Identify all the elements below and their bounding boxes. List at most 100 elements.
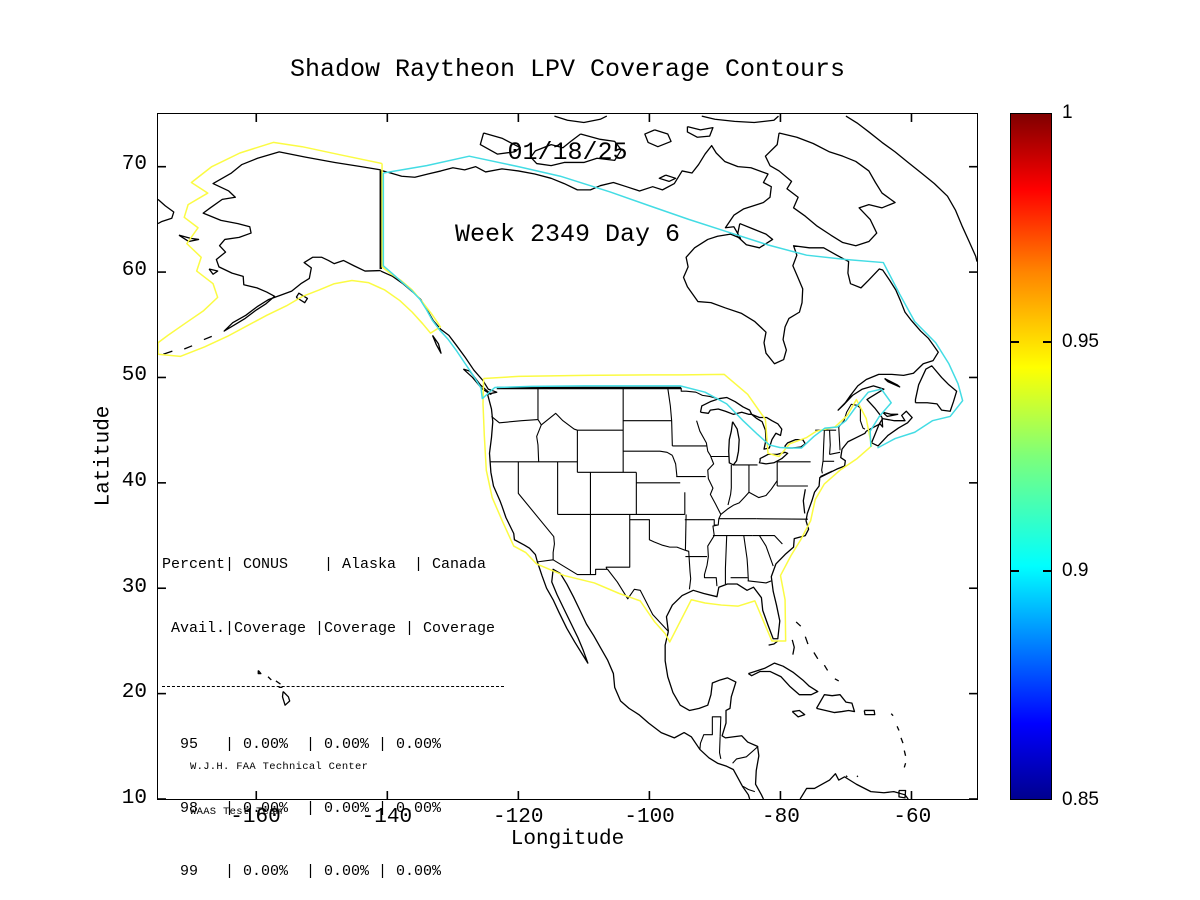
- coastline: [644, 129, 672, 148]
- y-tick-label: 60: [121, 258, 147, 282]
- political-border: [758, 535, 774, 567]
- coverage-contour-0.9: [382, 173, 892, 449]
- coverage-table-header: Percent| CONUS | Alaska | Canada: [162, 556, 487, 574]
- map-svg: [158, 114, 977, 799]
- y-tick-label: 20: [121, 681, 147, 705]
- colorbar-tick-mark: [1043, 341, 1051, 343]
- coverage-table-row: 98 | 0.00% | 0.00% | 0.00%: [162, 799, 442, 817]
- coastline: [554, 115, 608, 124]
- political-border: [680, 387, 718, 400]
- political-border: [718, 736, 722, 760]
- x-tick-label: -80: [762, 806, 800, 829]
- title-line-2: 01/18/25: [507, 137, 628, 167]
- coverage-table: Percent| CONUS | Alaska | Canada Avail.|…: [162, 512, 504, 900]
- coastline: [890, 713, 894, 717]
- y-tick-label: 30: [121, 575, 147, 599]
- coverage-table-separator: [162, 685, 504, 687]
- coastline: [870, 410, 913, 447]
- coastline: [802, 489, 806, 514]
- coastline: [208, 268, 219, 275]
- political-border: [536, 387, 542, 462]
- coastline: [728, 421, 740, 466]
- coastline: [202, 151, 381, 332]
- coastline: [267, 676, 272, 681]
- political-border: [684, 514, 687, 551]
- coverage-contour-0.9: [383, 155, 964, 449]
- political-border: [491, 415, 539, 424]
- coastline: [163, 350, 173, 355]
- political-border: [720, 480, 778, 515]
- coastline: [257, 670, 262, 675]
- coastline: [431, 334, 442, 354]
- political-border: [727, 464, 732, 506]
- credit-line-1: W.J.H. FAA Technical Center: [190, 761, 369, 773]
- coastline: [863, 709, 876, 716]
- political-border: [829, 451, 841, 455]
- coastline: [178, 234, 200, 243]
- political-border: [724, 535, 728, 585]
- coastline: [834, 678, 840, 682]
- political-border: [671, 455, 678, 477]
- coastline: [686, 126, 714, 138]
- coastline: [748, 662, 819, 696]
- political-border: [517, 461, 555, 560]
- y-tick-label: 50: [121, 364, 147, 388]
- coastline: [804, 636, 809, 645]
- coastline: [701, 115, 779, 124]
- coastline: [813, 652, 819, 660]
- coastline: [203, 335, 213, 341]
- coastline: [884, 377, 901, 388]
- political-border: [540, 412, 578, 431]
- x-tick-label: -100: [624, 806, 675, 829]
- coastline: [823, 664, 829, 671]
- coastline: [896, 726, 900, 731]
- political-border: [838, 426, 841, 451]
- political-border: [821, 430, 825, 474]
- y-tick-label: 70: [121, 152, 147, 176]
- x-tick-label: -120: [493, 806, 544, 829]
- coastline: [281, 691, 291, 706]
- coverage-contour-0.95: [482, 373, 873, 643]
- coastline: [664, 631, 765, 799]
- coastline: [898, 789, 907, 799]
- title-line-1: Shadow Raytheon LPV Coverage Contours: [289, 55, 846, 84]
- colorbar-tick-label: 0.95: [1062, 331, 1099, 352]
- x-tick-label: -160: [230, 806, 281, 829]
- political-border: [742, 785, 756, 793]
- colorbar-tick-mark: [1043, 570, 1051, 572]
- coastline: [856, 775, 859, 778]
- coastline: [380, 144, 939, 432]
- coastline: [183, 345, 193, 350]
- credit-line-2: WAAS Test Team: [190, 806, 283, 818]
- political-border: [629, 519, 686, 551]
- colorbar-tick-label: 0.85: [1062, 789, 1099, 810]
- coastline: [275, 680, 281, 685]
- colorbar-tick-mark: [1011, 341, 1019, 343]
- colorbar: [1010, 113, 1052, 800]
- coverage-table-row: 99 | 0.00% | 0.00% | 0.00%: [162, 863, 442, 881]
- coastline: [479, 132, 521, 155]
- coastline: [845, 775, 848, 778]
- political-border: [747, 580, 772, 584]
- political-border: [732, 745, 759, 764]
- colorbar-tick-label: 0.9: [1062, 560, 1089, 581]
- figure-title: Shadow Raytheon LPV Coverage Contours 01…: [157, 1, 978, 304]
- colorbar-tick-mark: [1011, 570, 1019, 572]
- coastline: [295, 292, 309, 304]
- coverage-table-row: 95 | 0.00% | 0.00% | 0.00%: [162, 736, 442, 754]
- political-border: [605, 514, 631, 570]
- y-tick-label: 40: [121, 469, 147, 493]
- political-border: [699, 716, 722, 750]
- title-line-3: Week 2349 Day 6: [454, 220, 681, 249]
- coastline: [768, 640, 779, 646]
- coastline: [658, 174, 677, 183]
- map-plot-area: [157, 113, 978, 800]
- coastline: [914, 365, 958, 412]
- coverage-table-header: Avail.|Coverage |Coverage | Coverage: [162, 620, 496, 638]
- political-border: [752, 535, 783, 545]
- coastline: [815, 694, 856, 714]
- coastline: [799, 773, 909, 799]
- coastline: [758, 451, 789, 465]
- political-border: [743, 535, 749, 581]
